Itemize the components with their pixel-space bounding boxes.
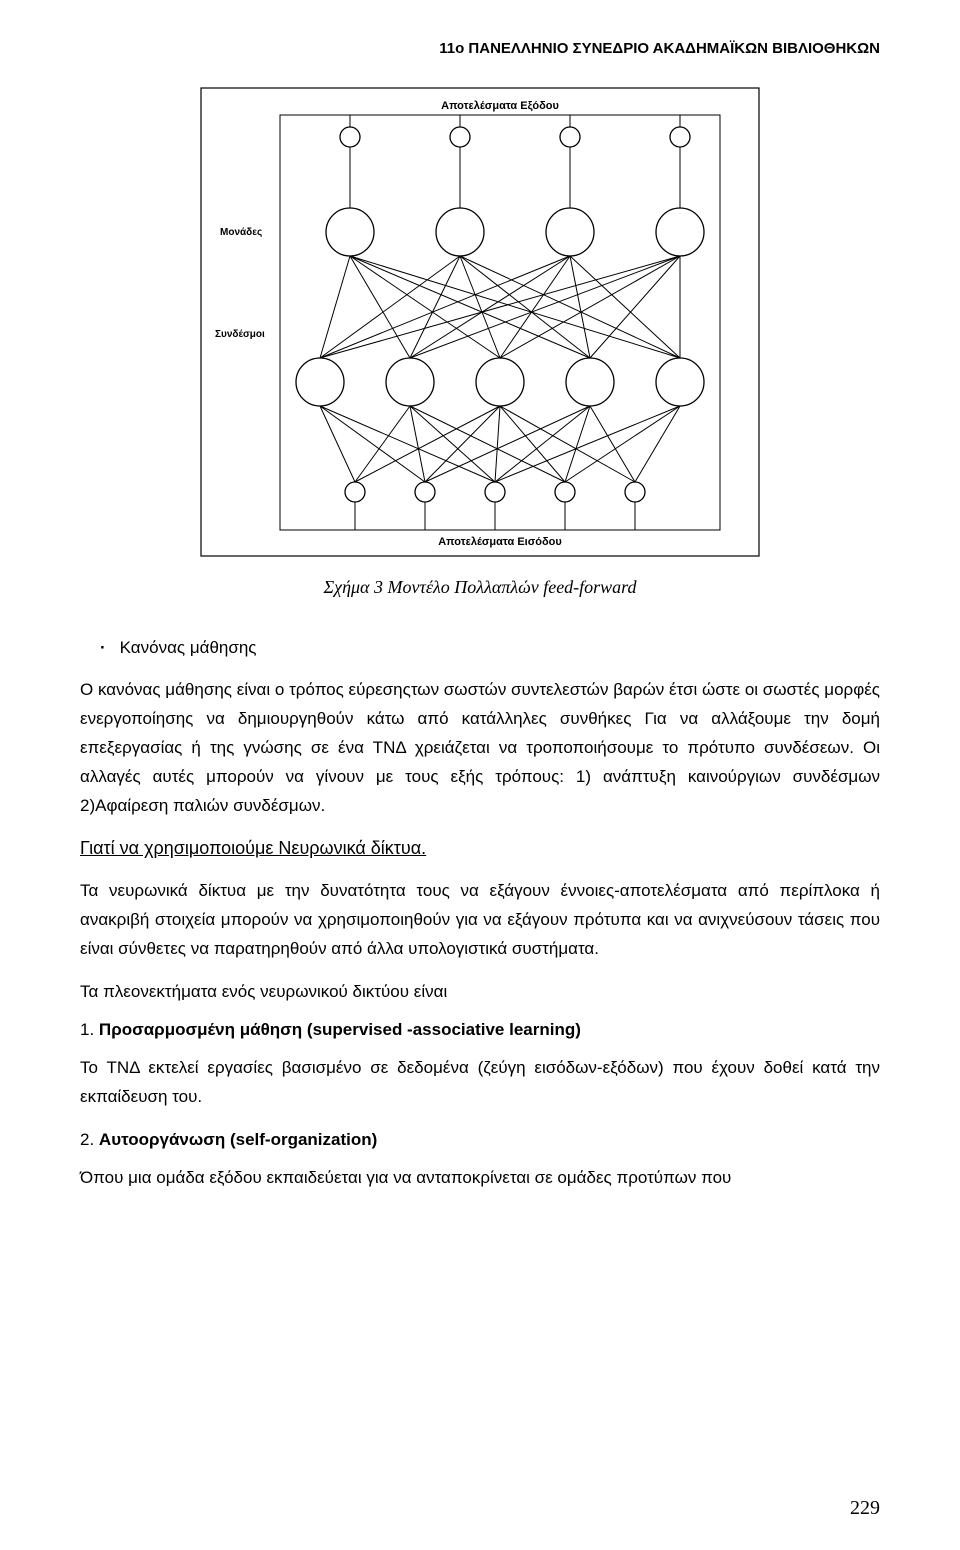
paragraph-1: Ο κανόνας μάθησης είναι ο τρόπος εύρεσης…: [80, 676, 880, 820]
page-number: 229: [850, 1497, 880, 1520]
advantage-1-label: Προσαρμοσμένη μάθηση (supervised -associ…: [99, 1020, 581, 1039]
page-header: 11ο ΠΑΝΕΛΛΗΝΙΟ ΣΥΝΕΔΡΙΟ ΑΚΑΔΗΜΑΪΚΩΝ ΒΙΒΛ…: [80, 40, 880, 57]
svg-text:Αποτελέσματα Εισόδου: Αποτελέσματα Εισόδου: [438, 536, 562, 548]
network-figure: Αποτελέσματα Εξόδου Αποτελέσματα Εισόδου Μ…: [200, 87, 760, 562]
advantage-1-title: 1. Προσαρμοσμένη μάθηση (supervised -ass…: [80, 1020, 880, 1040]
advantage-2-num: 2.: [80, 1130, 94, 1149]
advantages-intro: Τα πλεονεκτήματα ενός νευρωνικού δικτύου…: [80, 982, 880, 1002]
advantage-1-num: 1.: [80, 1020, 94, 1039]
paragraph-2: Τα νευρωνικά δίκτυα με την δυνατότητα το…: [80, 877, 880, 964]
figure-caption: Σχήμα 3 Μοντέλο Πολλαπλών feed-forward: [80, 577, 880, 598]
advantage-2-title: 2. Αυτοοργάνωση (self-organization): [80, 1130, 880, 1150]
advantage-1-body: Το ΤΝΔ εκτελεί εργασίες βασισμένο σε δεδ…: [80, 1054, 880, 1112]
section-label: Κανόνας μάθησης: [100, 638, 880, 658]
svg-text:Αποτελέσματα Εξόδου: Αποτελέσματα Εξόδου: [441, 100, 559, 112]
advantage-2-label: Αυτοοργάνωση (self-organization): [99, 1130, 377, 1149]
svg-text:Μονάδες: Μονάδες: [220, 227, 262, 238]
network-diagram-svg: Αποτελέσματα Εξόδου Αποτελέσματα Εισόδου Μ…: [200, 87, 760, 557]
advantage-2-body: Όπου μια ομάδα εξόδου εκπαιδεύεται για ν…: [80, 1164, 880, 1193]
svg-text:Συνδέσμοι: Συνδέσμοι: [215, 329, 265, 340]
subheading: Γιατί να χρησιμοποιούμε Νευρωνικά δίκτυα…: [80, 838, 880, 859]
